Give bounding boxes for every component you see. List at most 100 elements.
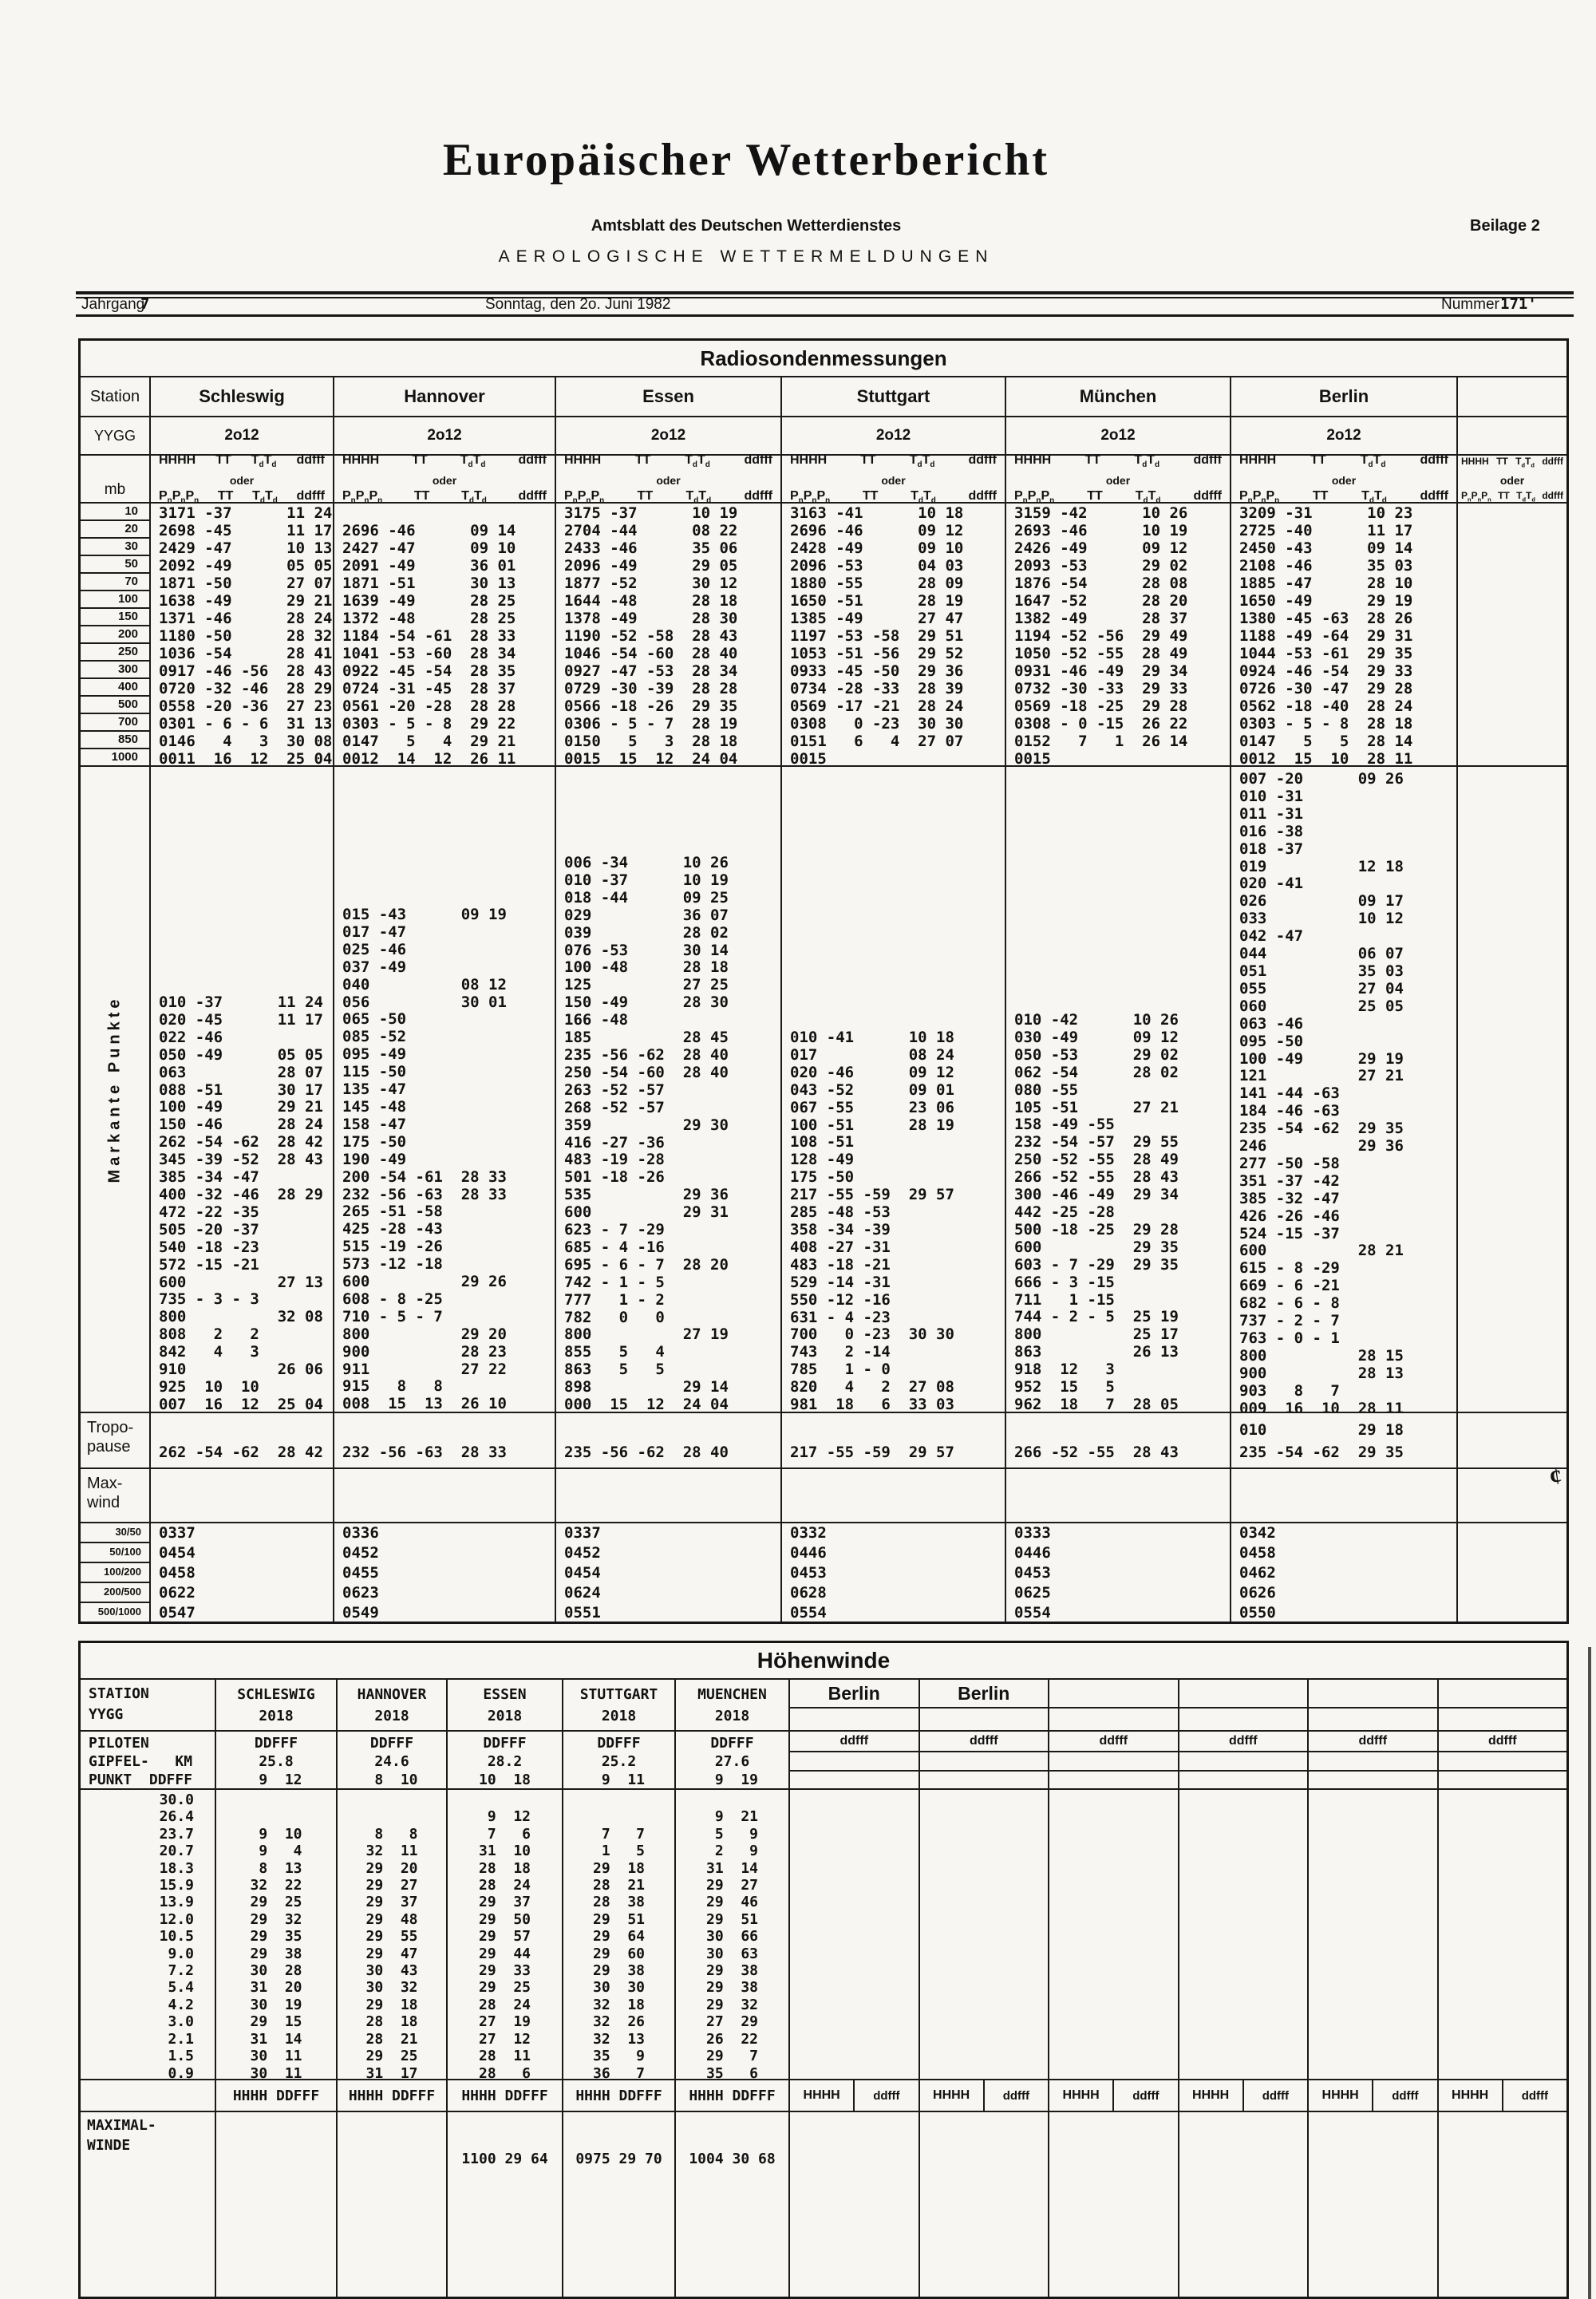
hw-maximal-muenchen: 1004 30 68: [689, 2151, 776, 2167]
masthead-rule-top-thin: [76, 297, 1574, 298]
station-name-schleswig: Schleswig: [199, 386, 285, 406]
markante-hannover: 015 -43 09 19 017 -47 025 -46 037 -49 04…: [342, 906, 507, 1412]
maxwind-essen: [556, 1469, 782, 1522]
mb-level: 300: [81, 662, 149, 679]
hw-pilot-essen: DDFFF 28.2 10 18: [478, 1735, 531, 1788]
mb-level: 850: [81, 732, 149, 749]
tropopause-essen: 235 -56 -62 28 40: [564, 1444, 729, 1461]
jahrgang-label: Jahrgang: [81, 296, 145, 313]
hw-winds-hannover: 8 8 32 11 29 20 29 27 29 37 29 48 29 55 …: [365, 1825, 418, 2079]
hw-station-muenchen: MUENCHEN 2018: [697, 1686, 767, 1724]
pressure-data-berlin: 3209 -31 10 23 2725 -40 11 17 2450 -43 0…: [1239, 504, 1413, 765]
tropopause-empty: [1458, 1413, 1566, 1467]
hoehenwinde-table: Höhenwinde STATION YYGG SCHLESWIG 2018 H…: [78, 1641, 1569, 2299]
markante-berlin: 007 -20 09 26 010 -31 011 -31 016 -38 01…: [1239, 770, 1404, 1412]
markante-schleswig: 010 -37 11 24 020 -45 11 17 022 -46 050 …: [159, 993, 323, 1412]
colhead-extra: HHHH TT TdTd ddfff oder PnPnPn TT TdTd ddfff: [1461, 456, 1563, 502]
hw-km-block: 30.0 26.4 23.7 20.7 18.3 15.9 13.9 12.0 …: [81, 1788, 1566, 2079]
hw-winds-schleswig: 9 10 9 4 8 13 32 22 29 25 29 32 29 35 29…: [250, 1825, 302, 2079]
maxwind-schleswig: [151, 1469, 334, 1522]
column-header-row: mb HHHH TT TdTd ddfff oder PnPnPn TT TdTd ddff…: [81, 454, 1566, 502]
mb-label: mb: [104, 481, 126, 498]
hw-station-row: STATION YYGG SCHLESWIG 2018 HANNOVER 201…: [81, 1678, 1566, 1730]
hw-ddfff-label: ddfff: [1099, 1734, 1128, 1748]
hw-right-header-empty: [1049, 1680, 1178, 1708]
ratio-block: 30/50 50/100 100/200 200/500 500/1000 03…: [81, 1522, 1566, 1622]
markante-stuttgart: 010 -41 10 18 017 08 24 020 -46 09 12 04…: [790, 1029, 954, 1412]
colhead-stuttgart: HHHH TT TdTd ddfff oder PnPnPn TT TdTd ddfff: [790, 456, 997, 502]
hw-ddfff-label: ddfff: [839, 1734, 869, 1748]
subtitle: Amtsblatt des Deutschen Wetterdienstes: [591, 217, 902, 235]
hw-footer-hhhh: HHHH: [1439, 2080, 1503, 2111]
ratio-label: 500/1000: [97, 1606, 141, 1618]
radiosonde-table: Radiosondenmessungen Station Schleswig H…: [78, 338, 1569, 1624]
mb-level: 100: [81, 591, 149, 609]
hw-maximal-essen: 1100 29 64: [461, 2151, 548, 2167]
colhead-muenchen: HHHH TT TdTd ddfff oder PnPnPn TT TdTd ddfff: [1014, 456, 1222, 502]
hw-footer-hhhh: HHHH: [920, 2080, 985, 2111]
mb-level: 500: [81, 697, 149, 714]
ratios-empty: [1458, 1523, 1566, 1622]
ratios-hannover: 0336 0452 0455 0623 0549: [342, 1524, 379, 1622]
station-name-berlin: Berlin: [1318, 386, 1369, 406]
hw-right-footer-row: HHHH ddfff HHHH ddfff HHHH ddfff HHHH ddfff …: [790, 2080, 1566, 2111]
mb-level: 70: [81, 574, 149, 591]
mb-level: 200: [81, 626, 149, 644]
tropopause-hannover: 232 -56 -63 28 33: [342, 1444, 507, 1461]
mb-level: 250: [81, 644, 149, 662]
hw-piloten-label: PILOTEN GIPFEL- KM PUNKT DDFFF: [89, 1735, 193, 1788]
hw-station-schleswig: SCHLESWIG 2018: [237, 1686, 315, 1724]
hw-right-header-empty: [1309, 1680, 1437, 1708]
mb-level: 700: [81, 714, 149, 732]
tropopause-stuttgart: 217 -55 -59 29 57: [790, 1444, 954, 1461]
ratios-muenchen: 0333 0446 0453 0625 0554: [1014, 1524, 1051, 1622]
markante-punkte-block: Markante Punkte 010 -37 11 24 020 -45 11…: [81, 765, 1566, 1412]
colhead-hannover: HHHH TT TdTd ddfff oder PnPnPn TT TdTd ddfff: [342, 456, 547, 502]
maxwind-muenchen: [1006, 1469, 1231, 1522]
hw-footer-schleswig: HHHH DDFFF: [232, 2087, 320, 2104]
hw-maximal-row: MAXIMAL- WINDE 1100 29 64 0975 29 70 100…: [81, 2111, 1566, 2297]
hw-footer-ddfff: ddfff: [1521, 2088, 1549, 2103]
colhead-essen: HHHH TT TdTd ddfff oder PnPnPn TT TdTd ddfff: [564, 456, 772, 502]
mb-level: 150: [81, 609, 149, 626]
hw-footer-hhhh: HHHH: [790, 2080, 855, 2111]
hw-right-maximal-empty: [790, 2112, 1566, 2297]
hw-maximal-hannover: [338, 2112, 448, 2297]
hw-winds-essen: 9 12 7 6 31 10 28 18 28 24 29 37 29 50 2…: [478, 1808, 531, 2079]
tropopause-muenchen: 266 -52 -55 28 43: [1014, 1444, 1179, 1461]
hw-footer-hhhh: HHHH: [1179, 2080, 1244, 2111]
hw-winds-muenchen: 9 21 5 9 2 9 31 14 29 27 29 46 29 51 30 …: [705, 1808, 759, 2079]
hw-pilot-hannover: DDFFF 24.6 8 10: [369, 1735, 418, 1788]
pressure-data-stuttgart: 3163 -41 10 18 2696 -46 09 12 2428 -49 0…: [790, 504, 964, 765]
hw-maximal-schleswig: [216, 2112, 338, 2297]
hw-pilot-stuttgart: DDFFF 25.2 9 11: [597, 1735, 646, 1788]
masthead-rule-top: [76, 291, 1574, 294]
maxwind-row: Max-wind: [81, 1467, 1566, 1522]
tropopause-schleswig: 262 -54 -62 28 42: [159, 1444, 323, 1461]
ratio-label: 200/500: [81, 1583, 149, 1603]
pressure-data-schleswig: 3171 -37 11 24 2698 -45 11 17 2429 -47 1…: [159, 504, 333, 765]
mb-level: 10: [81, 504, 149, 521]
markante-empty: [1458, 767, 1566, 1412]
pressure-data-essen: 3175 -37 10 19 2704 -44 08 22 2433 -46 3…: [564, 504, 738, 765]
tropopause-label: Tropo-pause: [87, 1419, 134, 1456]
nummer-label: Nummer: [1441, 296, 1499, 313]
maxwind-label: Max-wind: [87, 1475, 123, 1511]
hw-station-essen: ESSEN 2018: [483, 1686, 527, 1724]
station-label: Station: [89, 387, 140, 405]
hw-right-header-row: Berlin Berlin: [790, 1680, 1566, 1730]
radiosonde-title-band: Radiosondenmessungen: [81, 341, 1566, 376]
mb-level: 20: [81, 521, 149, 539]
page-edge-shadow: [1588, 1647, 1591, 2299]
hw-station-hannover: HANNOVER 2018: [357, 1686, 427, 1724]
tropopause-berlin: 010 29 18 235 -54 -62 29 35: [1239, 1421, 1404, 1461]
hw-maximal-stuttgart: 0975 29 70: [575, 2151, 662, 2167]
ratios-essen: 0337 0452 0454 0624 0551: [564, 1524, 601, 1622]
hw-km-scale: 30.0 26.4 23.7 20.7 18.3 15.9 13.9 12.0 …: [159, 1791, 194, 2079]
nummer-value: 171': [1500, 295, 1537, 313]
maxwind-hannover: [334, 1469, 556, 1522]
station-name-muenchen: München: [1079, 386, 1157, 406]
jahrgang-value: 7: [140, 295, 150, 313]
pressure-data-empty: [1458, 504, 1566, 765]
nummer-tick: ': [1527, 295, 1537, 313]
